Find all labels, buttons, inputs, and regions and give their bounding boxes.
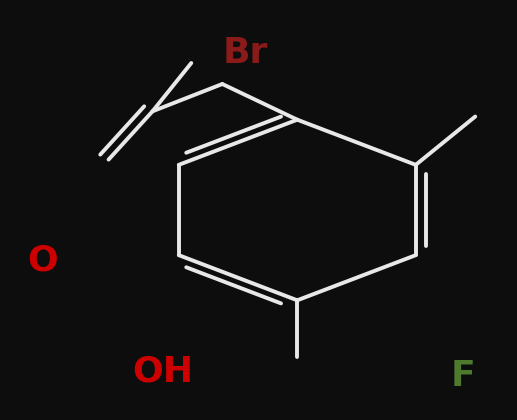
Text: OH: OH [132, 355, 193, 388]
Text: O: O [27, 244, 58, 277]
Text: Br: Br [223, 36, 268, 69]
Text: F: F [450, 359, 475, 393]
